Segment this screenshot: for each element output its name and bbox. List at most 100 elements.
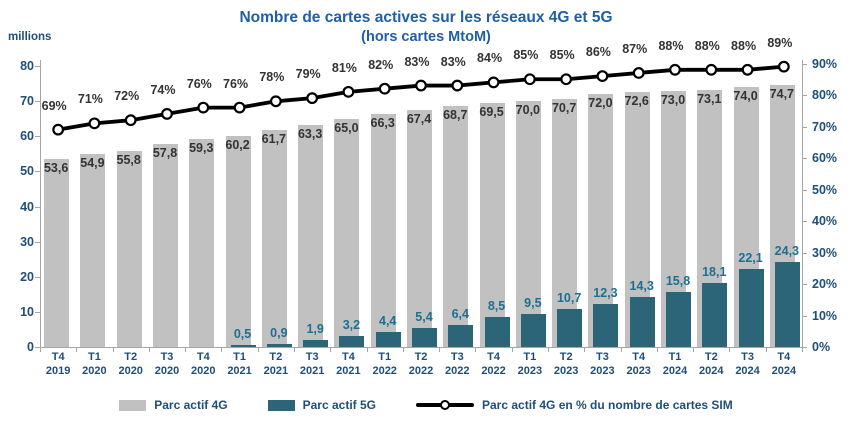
x-axis-category-label: T1 2020	[82, 351, 107, 377]
bar-4g	[189, 138, 215, 347]
bar-4g-value-label: 59,3	[189, 140, 214, 155]
x-axis-tick	[656, 347, 658, 352]
y-axis-right-tick-label: 0%	[812, 340, 831, 354]
bar-5g	[557, 309, 583, 347]
bar-5g-value-label: 5,4	[415, 310, 433, 325]
line-marker	[269, 95, 282, 108]
bar-5g-value-label: 4,4	[379, 313, 397, 328]
x-axis-category-label: T3 2023	[590, 351, 615, 377]
bar-5g-value-label: 14,3	[629, 278, 654, 293]
y-axis-left-tick-label: 70	[20, 94, 34, 109]
y-axis-left-tick-label: 20	[20, 269, 34, 284]
y-axis-left-tick-label: 50	[20, 164, 34, 179]
bar-4g	[298, 124, 324, 347]
bar-5g	[666, 291, 691, 347]
y-axis-left-tick-label: 40	[20, 199, 34, 214]
x-axis-category-label: T1 2021	[227, 351, 252, 377]
bar-5g-value-label: 0,5	[233, 327, 252, 342]
x-axis-category-label: T2 2022	[408, 351, 434, 377]
bar-4g-value-label: 73,0	[660, 92, 686, 107]
x-axis-category-label: T4 2022	[481, 351, 506, 377]
line-marker	[342, 85, 355, 98]
bar-5g	[448, 324, 474, 347]
left-axis-unit-label: millions	[8, 31, 52, 43]
bar-5g-value-label: 9,5	[524, 295, 542, 310]
bar-4g-value-label: 72,6	[624, 93, 649, 108]
x-axis-tick	[257, 347, 259, 352]
bar-4g-value-label: 70,7	[551, 100, 577, 115]
x-axis-tick	[584, 347, 586, 352]
line-percentage-label: 78%	[259, 70, 285, 85]
chart-subtitle: (hors cartes MtoM)	[361, 29, 491, 45]
y-axis-right-tick	[802, 347, 807, 348]
bar-4g-value-label: 68,7	[443, 107, 468, 122]
bar-4g	[370, 114, 396, 347]
line-percentage-label: 74%	[150, 82, 176, 97]
line-marker	[777, 60, 790, 73]
x-axis-category-label: T1 2024	[662, 351, 688, 377]
bar-5g-value-label: 15,8	[665, 273, 691, 288]
line-percentage-label: 86%	[585, 45, 611, 60]
line-percentage-label: 84%	[477, 51, 503, 66]
bar-5g-value-label: 10,7	[556, 291, 582, 306]
bar-4g	[44, 158, 70, 347]
y-axis-right-tick-label: 60%	[812, 151, 838, 165]
x-axis-tick	[548, 347, 549, 352]
bar-5g-value-label: 6,4	[451, 306, 469, 321]
line-marker	[632, 67, 645, 79]
x-axis-category-label: T1 2022	[372, 351, 397, 377]
y-axis-left-tick	[35, 171, 40, 173]
line-marker	[124, 114, 137, 127]
line-percentage-label: 85%	[549, 48, 575, 63]
line-percentage-label: 72%	[114, 89, 140, 104]
x-axis-category-label: T3 2021	[299, 351, 325, 377]
legend-item-5g: Parc actif 5G	[267, 398, 376, 412]
x-axis-tick	[76, 347, 78, 352]
bar-5g	[230, 345, 256, 347]
y-axis-left-tick	[35, 66, 40, 67]
line-marker	[378, 82, 391, 95]
bar-4g-value-label: 70,0	[515, 103, 541, 118]
line-percentage-label: 76%	[223, 76, 249, 91]
line-percentage-label: 82%	[368, 57, 394, 72]
x-axis-tick	[693, 347, 695, 352]
x-axis-category-label: T4 2023	[626, 351, 651, 377]
y-axis-right-tick-label: 90%	[812, 56, 838, 71]
line-marker	[487, 76, 500, 89]
bar-5g	[593, 303, 619, 347]
bar-4g	[153, 143, 178, 347]
bar-4g-value-label: 53,6	[43, 160, 69, 175]
x-axis-category-label: T4 2019	[45, 351, 71, 377]
x-axis-tick	[148, 347, 150, 352]
bar-4g	[261, 130, 287, 347]
x-axis-tick	[475, 347, 477, 352]
y-axis-right-tick	[802, 126, 807, 128]
line-percentage-label: 83%	[440, 54, 466, 69]
line-percentage-label: 81%	[331, 60, 357, 75]
x-axis-line	[40, 347, 803, 348]
legend-label-line: Parc actif 4G en % du nombre de cartes S…	[482, 398, 733, 412]
percentage-line-series	[52, 60, 790, 136]
x-axis-category-label: T4 2020	[191, 351, 216, 377]
y-axis-left-tick-label: 60	[20, 129, 34, 144]
bar-4g-value-label: 54,9	[80, 156, 105, 171]
y-axis-left-tick-label: 0	[27, 340, 34, 354]
y-axis-left-tick	[35, 101, 40, 103]
y-axis-right-tick	[802, 158, 807, 159]
bar-5g	[629, 296, 655, 347]
x-axis-category-label: T3 2022	[445, 351, 470, 377]
legend-swatch-5g	[267, 399, 295, 411]
y-axis-right-tick	[802, 95, 807, 96]
y-axis-left-tick	[35, 136, 40, 138]
bar-4g	[225, 135, 251, 347]
x-axis-tick	[330, 347, 332, 352]
bar-5g	[375, 331, 401, 347]
bar-5g-value-label: 18,1	[702, 265, 727, 280]
y-axis-right-tick-label: 20%	[812, 277, 838, 291]
x-axis-category-label: T2 2023	[553, 351, 579, 377]
line-marker	[669, 63, 681, 76]
y-axis-left-tick	[35, 206, 40, 208]
legend-item-line: Parc actif 4G en % du nombre de cartes S…	[416, 398, 733, 412]
bar-4g-value-label: 57,8	[152, 145, 178, 160]
